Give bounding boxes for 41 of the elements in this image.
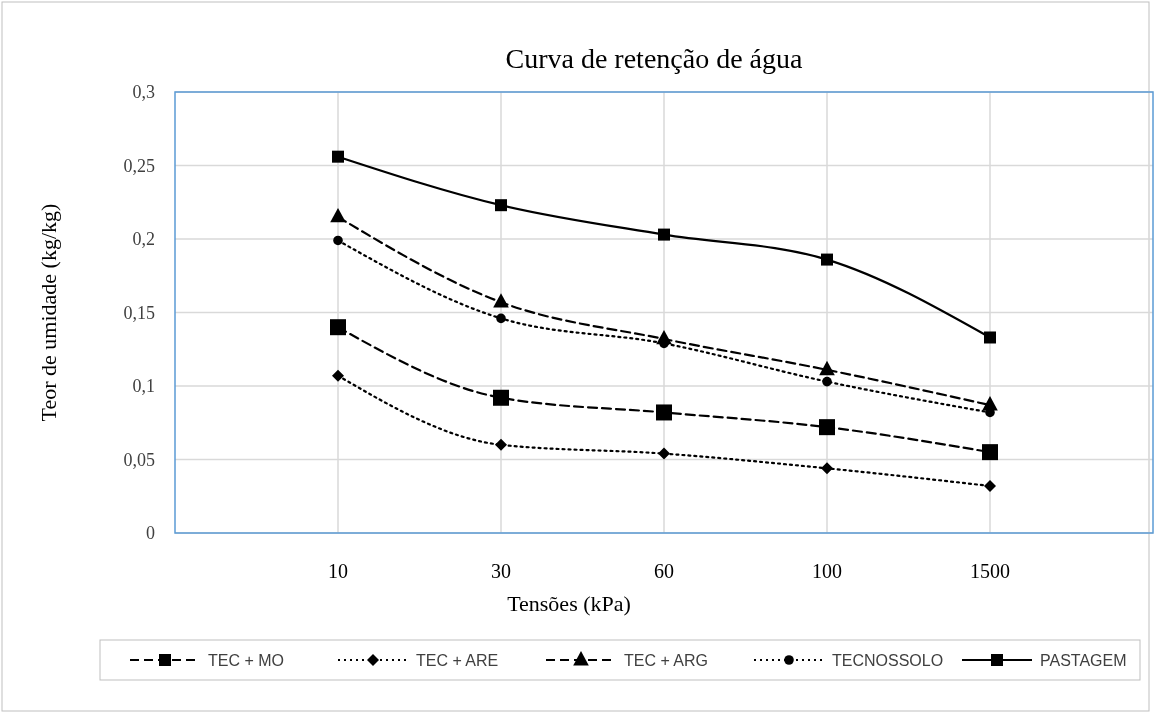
- point: [656, 404, 672, 421]
- point: [658, 447, 670, 460]
- legend-label: TEC + ARG: [624, 652, 709, 669]
- x-tick-label: 10: [328, 560, 348, 582]
- point: [496, 313, 506, 324]
- y-tick-label: 0,25: [123, 155, 155, 176]
- y-tick-label: 0,3: [132, 82, 155, 102]
- point: [493, 293, 509, 308]
- legend-label: TECNOSSOLO: [832, 652, 944, 669]
- point: [495, 199, 507, 212]
- point: [821, 462, 833, 475]
- legend-label: PASTAGEM: [1040, 652, 1127, 669]
- point: [982, 444, 998, 461]
- point: [330, 207, 346, 223]
- point: [819, 419, 835, 436]
- x-tick-label: 30: [491, 560, 511, 582]
- point: [821, 253, 833, 266]
- y-tick-label: 0,1: [132, 376, 155, 396]
- point: [333, 235, 343, 246]
- point: [332, 369, 344, 382]
- x-tick-label: 100: [812, 560, 842, 582]
- x-tick-label: 1500: [970, 560, 1010, 582]
- point: [658, 228, 670, 241]
- point: [822, 376, 832, 387]
- point: [495, 438, 507, 451]
- y-tick-label: 0,15: [123, 302, 155, 323]
- point: [819, 360, 835, 376]
- point: [984, 331, 996, 344]
- x-tick-label: 60: [654, 560, 674, 582]
- point: [984, 479, 996, 492]
- point: [330, 319, 346, 336]
- point: [332, 150, 344, 163]
- y-axis-title: Teor de umidade (kg/kg): [36, 203, 61, 422]
- chart-title: Curva de retenção de água: [505, 43, 804, 74]
- legend-label: TEC + MO: [208, 652, 285, 669]
- x-axis-title: Tensões (kPa): [507, 591, 631, 616]
- y-tick-label: 0,2: [132, 229, 155, 249]
- y-tick-label: 0: [146, 523, 155, 543]
- legend-label: TEC + ARE: [416, 652, 499, 669]
- y-tick-label: 0,05: [123, 449, 155, 470]
- point: [493, 389, 509, 406]
